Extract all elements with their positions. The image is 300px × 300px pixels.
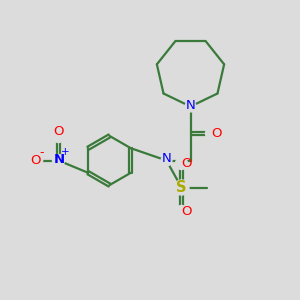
Circle shape xyxy=(174,180,189,195)
Text: O: O xyxy=(182,205,192,218)
Circle shape xyxy=(206,128,218,140)
Text: O: O xyxy=(212,127,222,140)
Text: O: O xyxy=(53,124,64,138)
Text: O: O xyxy=(182,157,192,170)
Text: N: N xyxy=(186,98,195,112)
Text: +: + xyxy=(61,147,69,157)
Circle shape xyxy=(185,101,196,112)
Circle shape xyxy=(52,130,64,142)
Text: S: S xyxy=(176,180,187,195)
Circle shape xyxy=(29,154,43,167)
Circle shape xyxy=(176,206,188,218)
Text: O: O xyxy=(30,154,41,167)
Text: -: - xyxy=(39,146,44,160)
Text: N: N xyxy=(162,152,171,166)
Text: N: N xyxy=(53,153,65,166)
Circle shape xyxy=(161,155,172,166)
Circle shape xyxy=(52,154,64,166)
Circle shape xyxy=(176,158,188,169)
